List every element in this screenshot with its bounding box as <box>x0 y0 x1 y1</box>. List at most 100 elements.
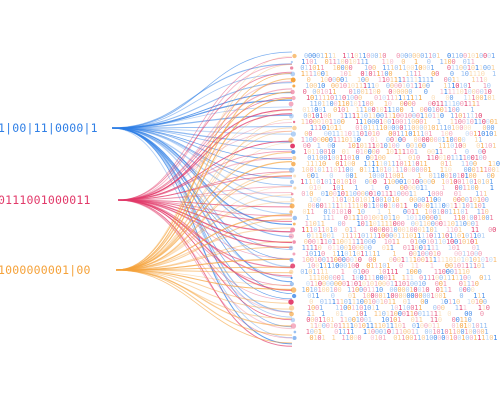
binary-digit: 0 <box>354 52 358 60</box>
binary-digit: 0 <box>433 304 437 312</box>
binary-digit: 1 <box>305 58 309 66</box>
binary-digit: 1 <box>473 334 477 342</box>
binary-digit: 0 <box>328 130 332 138</box>
binary-digit: 1 <box>352 238 356 246</box>
binary-digit: 1 <box>406 148 410 156</box>
binary-digit: 1 <box>418 76 422 84</box>
binary-digit: 1 <box>407 244 411 252</box>
binary-digit: 1 <box>407 118 411 126</box>
binary-digit: 1 <box>407 298 411 306</box>
binary-digit: 0 <box>349 172 353 180</box>
binary-digit: 0 <box>476 88 480 96</box>
binary-digit: 1 <box>444 58 448 66</box>
binary-digit: 1 <box>481 334 485 342</box>
flow-curve <box>115 78 293 271</box>
binary-dot <box>293 186 297 190</box>
binary-digit: 0 <box>373 178 377 186</box>
binary-digit: 1 <box>360 214 364 222</box>
binary-digit: 1 <box>397 334 401 342</box>
binary-digit: 1 <box>431 274 435 282</box>
binary-digit: 0 <box>477 232 481 240</box>
binary-digit: 0 <box>333 190 337 198</box>
binary-digit: 1 <box>414 64 418 72</box>
binary-digit: 0 <box>392 202 396 210</box>
binary-dot <box>290 192 294 196</box>
binary-digit: 1 <box>423 274 427 282</box>
binary-digit: 0 <box>361 208 365 216</box>
binary-digit: 0 <box>343 262 347 270</box>
binary-digit: 1 <box>453 232 457 240</box>
binary-digit: 0 <box>396 142 400 150</box>
binary-digit: 1 <box>392 238 396 246</box>
binary-digit: 0 <box>324 76 328 84</box>
binary-digit: 0 <box>420 298 424 306</box>
binary-digit: 1 <box>441 178 445 186</box>
binary-digit: 1 <box>378 52 382 60</box>
binary-digit: 1 <box>389 220 393 228</box>
binary-digit: 1 <box>483 190 487 198</box>
binary-digit: 1 <box>473 178 477 186</box>
binary-digit: 1 <box>414 58 418 66</box>
binary-digit: 0 <box>309 118 313 126</box>
binary-digit: 1 <box>437 172 441 180</box>
binary-digit: 0 <box>354 280 358 288</box>
binary-digit: 1 <box>356 130 360 138</box>
binary-digit: 1 <box>484 142 488 150</box>
binary-digit: 0 <box>460 100 464 108</box>
binary-digit: 0 <box>475 322 479 330</box>
binary-digit: 1 <box>313 166 317 174</box>
binary-digit: 0 <box>364 148 368 156</box>
binary-digit: 1 <box>301 166 305 174</box>
binary-digit: 1 <box>348 70 352 78</box>
binary-digit: 1 <box>365 88 369 96</box>
binary-digit: 1 <box>388 106 392 114</box>
binary-digit: 0 <box>473 256 477 264</box>
binary-digit: 0 <box>376 130 380 138</box>
binary-digit: 0 <box>453 172 457 180</box>
binary-digit: 0 <box>466 268 470 276</box>
binary-digit: 0 <box>408 52 412 60</box>
binary-digit: 1 <box>391 166 395 174</box>
binary-digit: 0 <box>463 52 467 60</box>
binary-digit: 1 <box>463 322 467 330</box>
binary-digit: 0 <box>312 64 316 72</box>
binary-digit: 0 <box>478 148 482 156</box>
binary-digit: 0 <box>403 328 407 336</box>
binary-digit: 1 <box>454 268 458 276</box>
binary-digit: 1 <box>466 118 470 126</box>
binary-digit: 0 <box>356 148 360 156</box>
binary-digit: 0 <box>346 256 350 264</box>
binary-digit: 1 <box>481 178 485 186</box>
binary-digit: 1 <box>332 202 336 210</box>
binary-digit: 1 <box>377 208 381 216</box>
binary-digit: 0 <box>353 58 357 66</box>
binary-digit: 0 <box>345 172 349 180</box>
binary-dot <box>288 101 294 107</box>
binary-digit: 0 <box>448 76 452 84</box>
binary-digit: 1 <box>320 52 324 60</box>
binary-digit: 1 <box>326 256 330 264</box>
binary-digit: 0 <box>478 112 482 120</box>
binary-digit: 1 <box>473 262 477 270</box>
binary-digit: 1 <box>317 274 321 282</box>
binary-digit: 1 <box>450 112 454 120</box>
binary-digit: 0 <box>396 106 400 114</box>
binary-digit: 1 <box>461 334 465 342</box>
binary-digit: 0 <box>486 304 490 312</box>
binary-digit: 1 <box>340 70 344 78</box>
binary-digit: 0 <box>374 226 378 234</box>
binary-digit: 0 <box>453 196 457 204</box>
binary-digit: 0 <box>400 100 404 108</box>
binary-digit: 1 <box>454 142 458 150</box>
binary-digit: 0 <box>489 334 493 342</box>
binary-digit: 0 <box>364 112 368 120</box>
binary-digit: 1 <box>349 190 353 198</box>
binary-digit: 1 <box>355 304 359 312</box>
binary-digit: 1 <box>356 238 360 246</box>
binary-digit: 0 <box>343 82 347 90</box>
binary-digit: 0 <box>379 166 383 174</box>
binary-digit: 0 <box>334 100 338 108</box>
binary-digit: 0 <box>467 124 471 132</box>
binary-digit: 0 <box>311 172 315 180</box>
binary-digit: 1 <box>402 304 406 312</box>
